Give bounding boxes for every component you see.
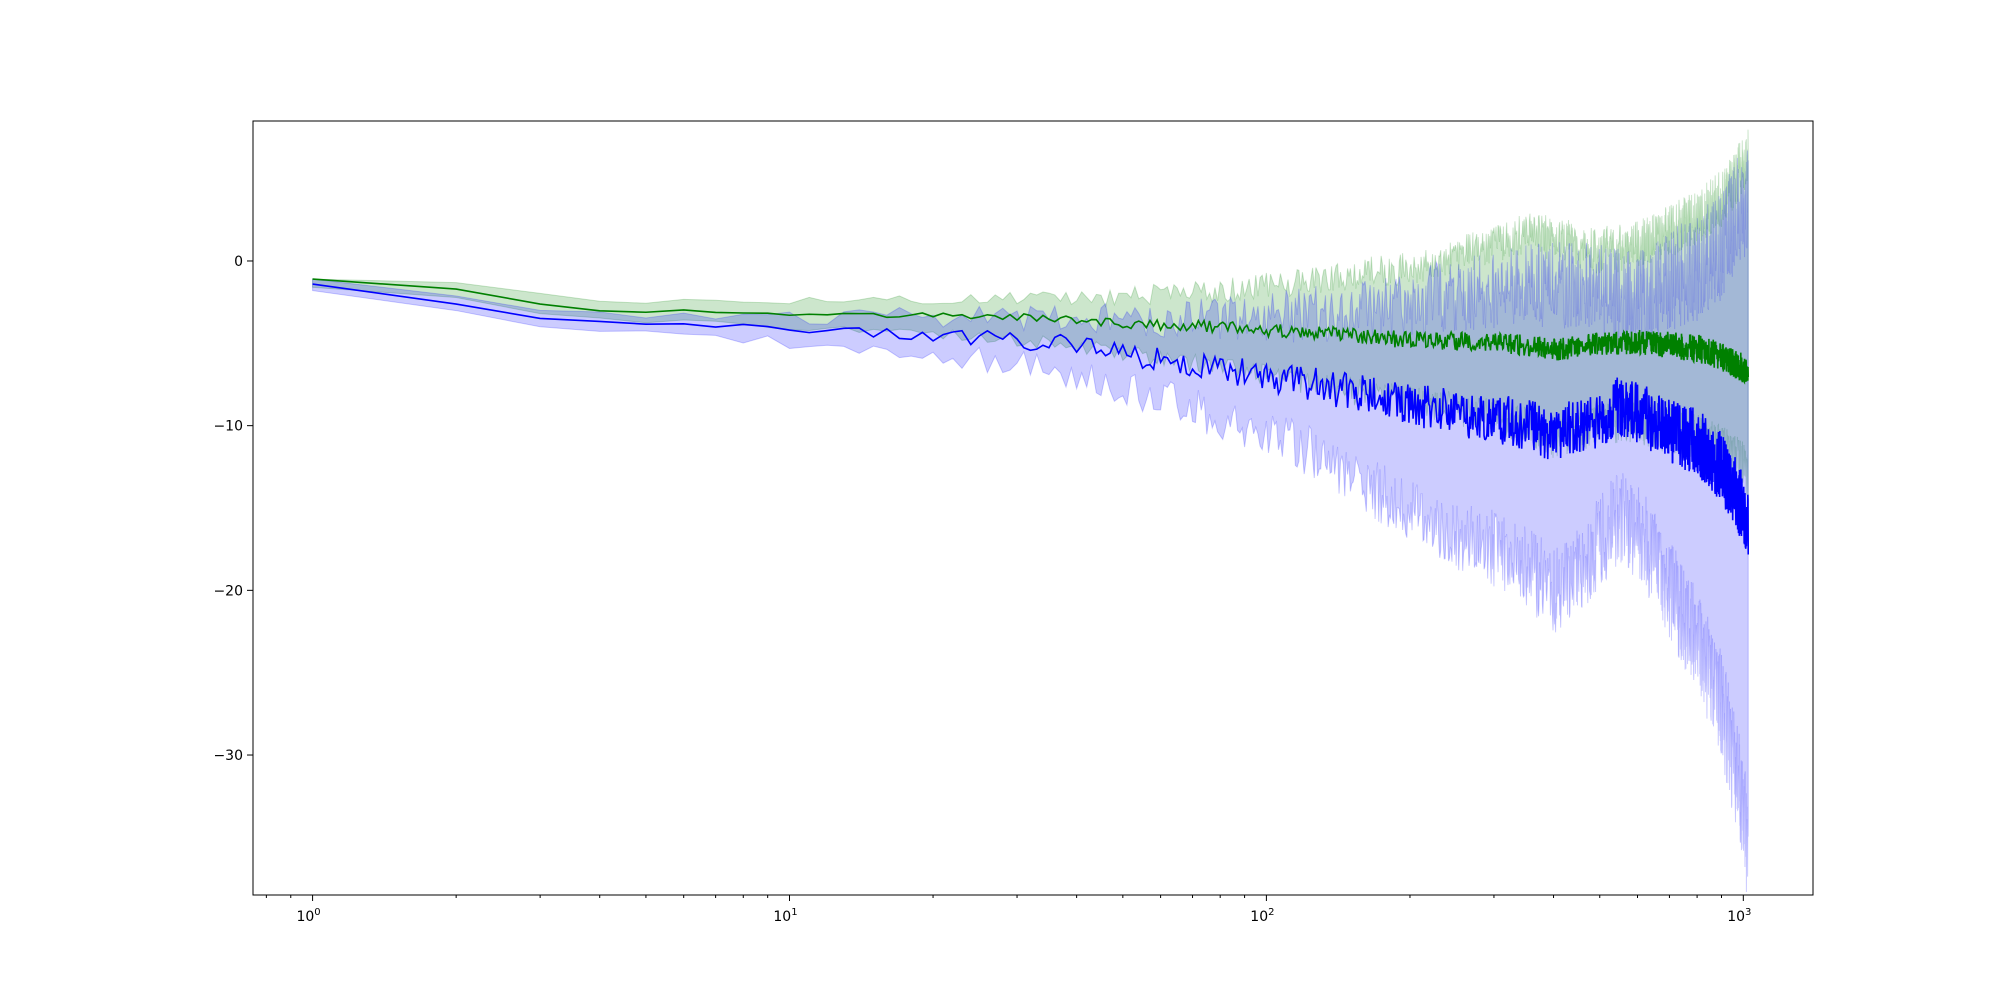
line-series-2 — [312, 283, 1750, 555]
x-tick-label-1: 101 — [773, 907, 797, 925]
x-axis: 100 101 102 103 — [265, 895, 1751, 925]
plot-frame — [252, 120, 1814, 896]
x-tick-label-0: 100 — [296, 907, 320, 925]
series-layer — [312, 129, 1750, 893]
y-tick-label-3: −30 — [213, 748, 243, 764]
y-tick-label-0: 0 — [234, 254, 243, 270]
x-tick-label-2: 102 — [1250, 907, 1274, 925]
y-tick-label-1: −10 — [213, 419, 243, 435]
y-tick-label-2: −20 — [213, 583, 243, 599]
x-tick-label-3: 103 — [1727, 907, 1751, 925]
y-axis: 0 −10 −20 −30 — [213, 254, 253, 764]
band-series-2 — [312, 150, 1749, 893]
line-series-1 — [312, 278, 1750, 385]
